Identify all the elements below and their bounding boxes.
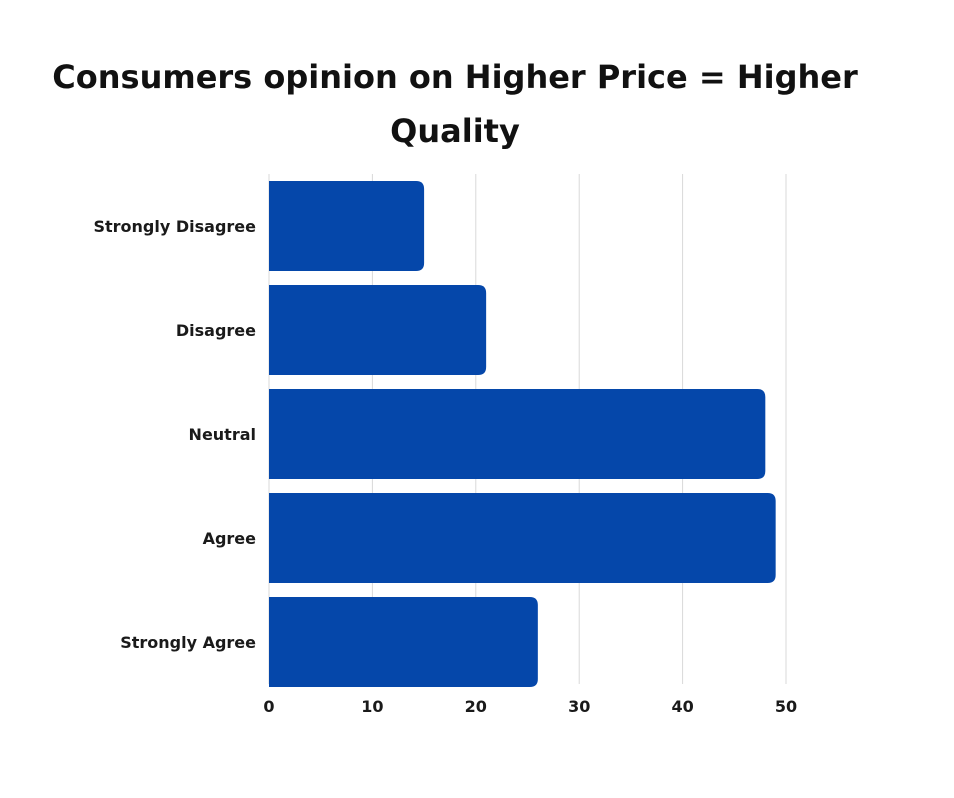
bar-neutral bbox=[269, 389, 766, 479]
x-tick-label: 0 bbox=[263, 697, 274, 716]
category-labels: Strongly Disagree Disagree Neutral Agree Str… bbox=[93, 217, 256, 652]
bar-strongly-agree bbox=[269, 597, 538, 687]
category-label: Strongly Agree bbox=[120, 633, 256, 652]
category-label: Neutral bbox=[189, 425, 256, 444]
bar-disagree bbox=[269, 285, 487, 375]
category-label: Agree bbox=[203, 529, 257, 548]
category-label: Strongly Disagree bbox=[93, 217, 256, 236]
bar-agree bbox=[269, 493, 776, 583]
category-label: Disagree bbox=[176, 321, 256, 340]
x-tick-labels: 0 10 20 30 40 50 bbox=[263, 697, 797, 716]
x-tick-label: 20 bbox=[465, 697, 487, 716]
x-tick-label: 10 bbox=[361, 697, 383, 716]
bar-strongly-disagree bbox=[269, 181, 425, 271]
bars bbox=[269, 181, 776, 687]
x-tick-label: 40 bbox=[671, 697, 693, 716]
chart-title: Consumers opinion on Higher Price = High… bbox=[52, 58, 858, 150]
x-tick-label: 50 bbox=[775, 697, 797, 716]
x-tick-label: 30 bbox=[568, 697, 590, 716]
